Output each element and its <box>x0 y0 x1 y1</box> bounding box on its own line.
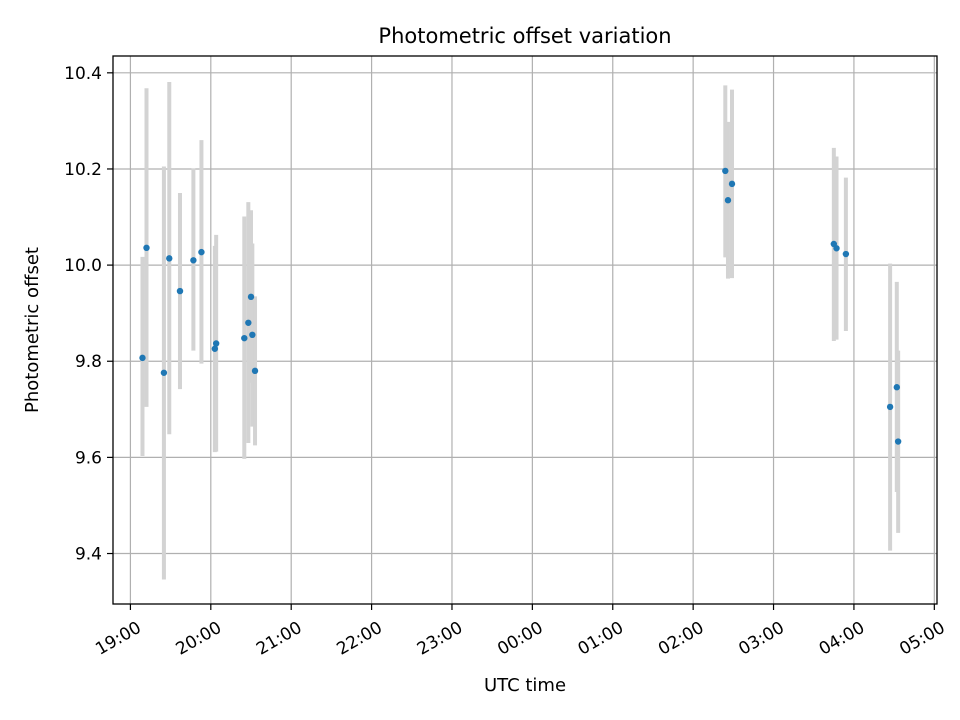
plot-frame <box>112 55 938 605</box>
data-point <box>728 180 736 188</box>
data-point <box>160 369 168 376</box>
y-axis-label: Photometric offset <box>22 247 43 413</box>
y-tick-label: 9.8 <box>75 352 102 372</box>
data-point <box>247 293 255 301</box>
data-point <box>724 197 732 204</box>
y-tick-label: 10.0 <box>64 256 102 276</box>
y-tick-label: 10.4 <box>64 64 102 84</box>
data-point <box>251 367 259 375</box>
x-axis-label: UTC time <box>484 675 566 696</box>
data-point <box>722 167 729 175</box>
chart-title: Photometric offset variation <box>378 24 671 48</box>
data-point <box>886 403 894 411</box>
data-point <box>211 345 219 352</box>
y-tick-label: 10.2 <box>64 160 102 180</box>
data-point <box>245 319 252 326</box>
data-point <box>893 384 901 391</box>
data-point <box>139 354 146 362</box>
data-point <box>198 248 205 256</box>
data-point <box>241 334 248 342</box>
data-point <box>166 255 173 262</box>
y-tick-label: 9.6 <box>75 448 102 468</box>
y-tick-label: 9.4 <box>75 545 102 565</box>
data-point <box>842 250 850 258</box>
data-point <box>143 244 150 251</box>
data-point <box>894 438 902 445</box>
data-point <box>249 331 256 339</box>
data-point <box>190 257 197 264</box>
grid-layer <box>113 56 937 604</box>
point-layer <box>139 167 902 445</box>
data-point <box>176 287 184 295</box>
data-point <box>212 340 220 347</box>
data-point <box>833 245 840 252</box>
